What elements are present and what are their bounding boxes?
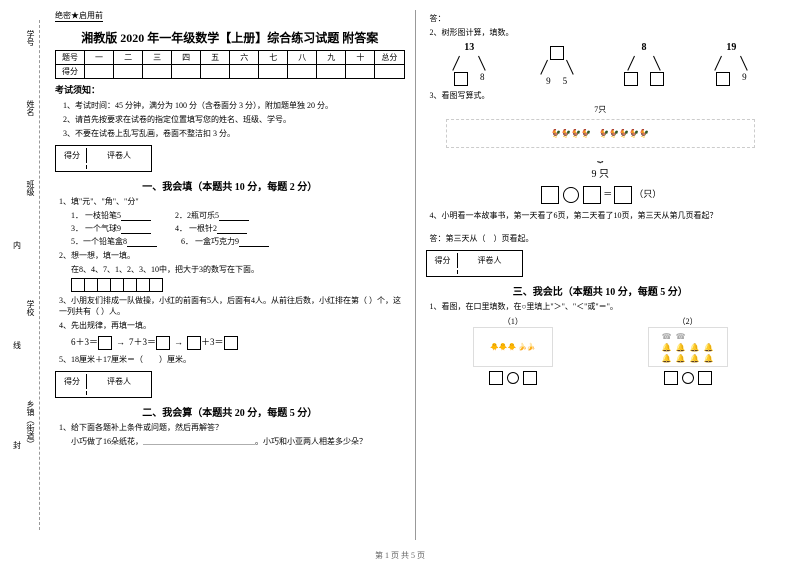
q1-3: 3、小朋友们排成一队做操，小红的前面有5人，后面有4人。从前往后数，小红排在第（…: [55, 295, 405, 317]
eval-box-2: 得分评卷人: [55, 371, 152, 398]
q2-2: 2、树形图计算，填数。: [426, 27, 776, 38]
exam-title: 湘教版 2020 年一年级数学【上册】综合练习试题 附答案: [55, 29, 405, 46]
equation-line: 6＋3＝→7＋3＝→＋3＝: [55, 335, 405, 350]
item: 4． 一根针2: [175, 224, 217, 233]
binding-label: 学校: [25, 300, 36, 316]
score-table: 题号一二三四五六七八九十总分 得分: [55, 50, 405, 79]
q2-4: 4、小明看一本故事书，第一天看了6页，第二天看了10页，第三天从第几页看起？: [426, 210, 776, 221]
item: 2．2瓶可乐5: [175, 211, 219, 220]
q3-1: 1、看图，在口里填数，在○里填上"＞"、"＜"或"＝"。: [426, 301, 776, 312]
binding-label: 乡镇（街道）: [25, 400, 36, 448]
eval-box: 得分评卷人: [55, 145, 152, 172]
brace: ⏟: [426, 152, 776, 163]
section-3-title: 三、我会比（本题共 10 分，每题 5 分）: [426, 283, 776, 298]
item: 6． 一盒巧克力9: [181, 237, 239, 246]
tree-diagrams: 138 95 8 199: [426, 42, 776, 86]
item: 5．一个铅笔盒8: [71, 237, 127, 246]
chicken-image: 🐓🐓🐓🐓 🐓🐓🐓🐓🐓: [446, 119, 756, 148]
compare-label-2: （2）: [648, 316, 728, 327]
binding-char: 封: [13, 440, 21, 451]
eval-box-3: 得分评卷人: [426, 250, 523, 277]
secret-label: 绝密★启用前: [55, 10, 103, 22]
notice-title: 考试须知：: [55, 83, 405, 96]
q1-4: 4、先出规律，再填一填。: [55, 320, 405, 331]
answer-label: 答：: [426, 13, 776, 24]
item: 3． 一个气球9: [71, 224, 121, 233]
q2-1b: 小巧做了16朵纸花，＿＿＿＿＿＿＿＿＿＿＿＿＿＿。小巧和小亚两人相差多少朵？: [55, 436, 405, 447]
item: 1． 一枝铅笔5: [71, 211, 121, 220]
answer-boxes: [71, 278, 405, 292]
compare-label-1: （1）: [473, 316, 553, 327]
binding-label: 学号: [25, 30, 36, 46]
page-footer: 第 1 页 共 5 页: [0, 550, 800, 561]
rule-1: 1、考试时间：45 分钟，满分为 100 分（含卷面分 3 分），附加题单独 2…: [55, 100, 405, 111]
binding-char: 线: [13, 340, 21, 351]
seven-label: 7只: [426, 104, 776, 115]
q1-2: 2、想一想，填一填。: [55, 250, 405, 261]
q1-1: 1、填"元"、"角"、"分": [55, 196, 405, 207]
q2-1: 1、给下面各题补上条件或问题，然后再解答？: [55, 422, 405, 433]
compare-row: （1） 🐥🐥🐥 🍌🍌 （2） ☎☎🔔🔔🔔🔔🔔🔔🔔🔔: [426, 316, 776, 385]
section-1-title: 一、我会填（本题共 10 分，每题 2 分）: [55, 178, 405, 193]
binding-char: 内: [13, 240, 21, 251]
q1-2b: 在8、4、7、1、2、3、10中，把大于3的数写在下面。: [55, 264, 405, 275]
binding-label: 姓名: [25, 100, 36, 116]
binding-label: 班级: [25, 180, 36, 196]
compare-image-1: 🐥🐥🐥 🍌🍌: [473, 327, 553, 367]
rule-2: 2、请首先按要求在试卷的指定位置填写您的姓名、班级、学号。: [55, 114, 405, 125]
section-2-title: 二、我会算（本题共 20 分，每题 5 分）: [55, 404, 405, 419]
big-equation: ＝（只）: [426, 186, 776, 204]
q1-5: 5、18厘米＋17厘米＝（ ）厘米。: [55, 354, 405, 365]
rule-3: 3、不要在试卷上乱写乱画，卷面不整洁扣 3 分。: [55, 128, 405, 139]
q2-3: 3、看图写算式。: [426, 90, 776, 101]
compare-image-2: ☎☎🔔🔔🔔🔔🔔🔔🔔🔔: [648, 327, 728, 367]
q2-4-answer: 答：第三天从（ ）页看起。: [426, 233, 776, 244]
nine-label: 9 只: [426, 165, 776, 180]
